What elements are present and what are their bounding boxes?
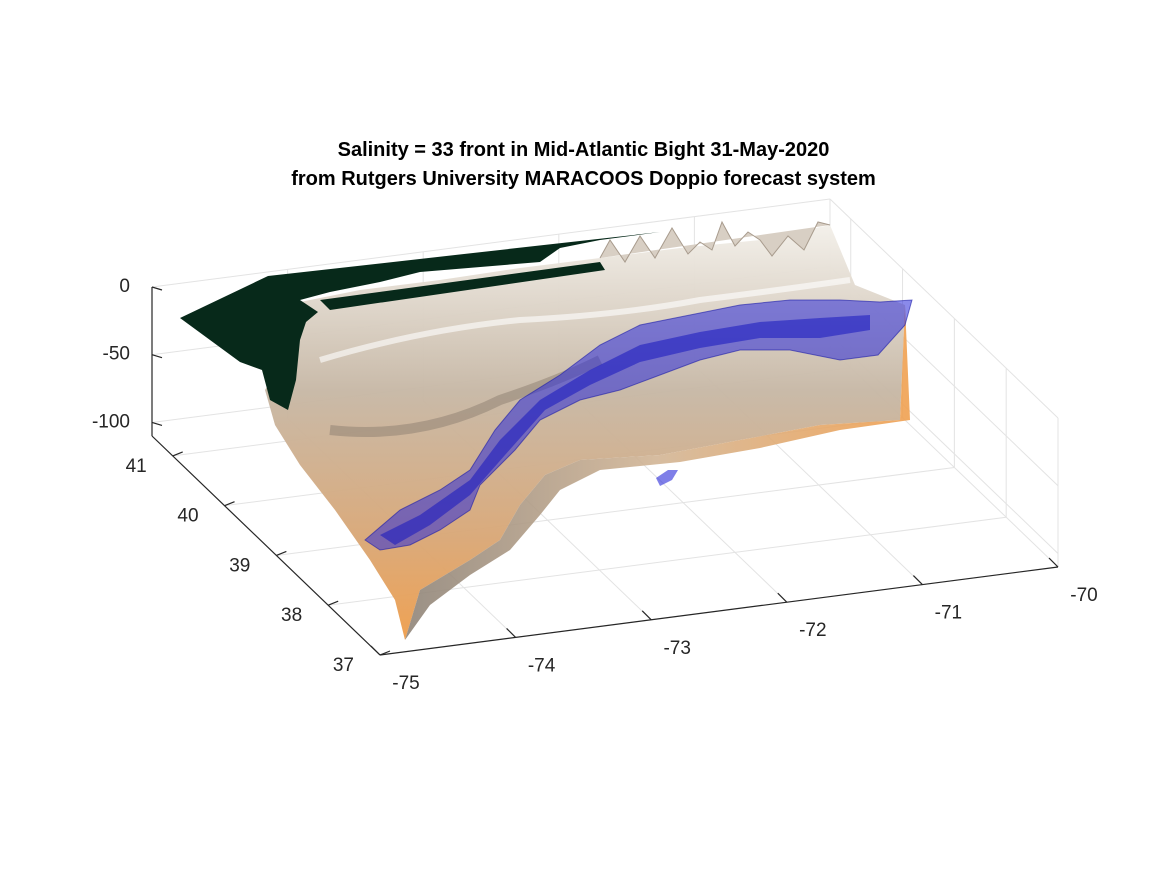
- x-tick-label: -70: [1070, 585, 1097, 606]
- x-tick-label: -71: [935, 603, 962, 624]
- x-tick-mark: [370, 645, 381, 656]
- y-tick-mark: [379, 650, 391, 656]
- chart-title-line-1: Salinity = 33 front in Mid-Atlantic Bigh…: [337, 139, 830, 161]
- salinity-isosurface: [364, 299, 913, 551]
- x-tick-label: -73: [663, 638, 690, 659]
- x-tick-mark: [641, 610, 652, 621]
- x-tick-mark: [1048, 557, 1059, 568]
- tick-labels: -75 -74 -73 -72 -71 -70 37 38 39 40 41 0 -50 -100: [92, 276, 1098, 694]
- land-mask: [180, 232, 660, 410]
- chart-title-line-2: from Rutgers University MARACOOS Doppio …: [291, 168, 876, 190]
- isosurface-core: [380, 315, 870, 545]
- isosurface-blob: [656, 470, 678, 486]
- sidewall-gridline-z: [829, 198, 1059, 419]
- z-tick-label: -100: [92, 411, 130, 432]
- y-axis-line: [151, 435, 381, 656]
- z-tick-label: 0: [119, 276, 130, 297]
- y-tick-label: 39: [229, 555, 250, 576]
- y-tick-mark: [327, 600, 339, 606]
- land-top: [180, 232, 660, 410]
- x-tick-mark: [912, 575, 923, 586]
- x-tick-mark: [777, 592, 788, 603]
- z-tick-mark: [151, 286, 163, 291]
- x-axis-line: [379, 566, 1059, 656]
- x-tick-label: -74: [528, 655, 556, 676]
- x-tick-label: -75: [392, 673, 419, 694]
- y-tick-mark: [224, 501, 235, 507]
- shelf-edge-spikes: [599, 220, 831, 263]
- x-tick-mark: [506, 627, 517, 638]
- y-tick-mark: [276, 550, 287, 557]
- x-tick-label: -72: [799, 620, 826, 641]
- y-tick-label: 38: [281, 605, 302, 626]
- z-tick-mark: [151, 354, 163, 359]
- z-tick-label: -50: [103, 344, 130, 365]
- y-tick-label: 40: [177, 506, 198, 527]
- ridge-highlights: [319, 277, 851, 363]
- backwall-gridline-z: [151, 198, 831, 288]
- z-tick-mark: [151, 421, 163, 427]
- y-tick-label: 37: [333, 655, 354, 676]
- y-tick-label: 41: [126, 456, 147, 477]
- y-tick-mark: [172, 451, 183, 457]
- land-strip: [320, 262, 605, 310]
- axis-lines: [151, 286, 1059, 656]
